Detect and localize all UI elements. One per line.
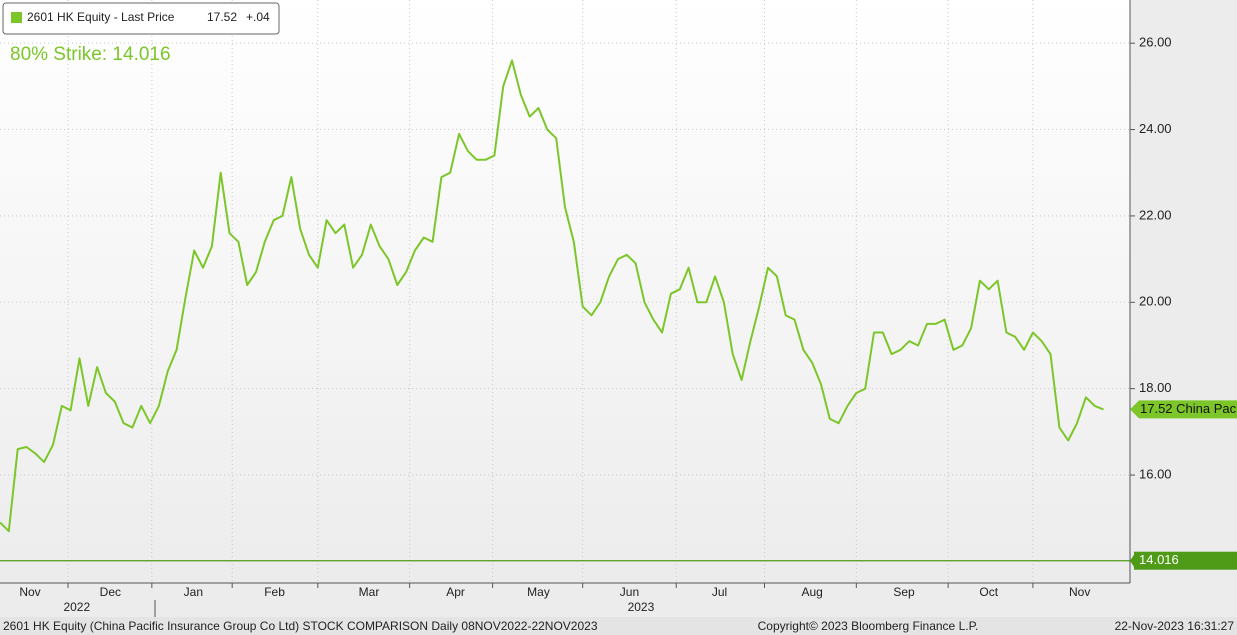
x-tick-label: Jan bbox=[184, 585, 203, 599]
x-tick-label: Jul bbox=[712, 585, 727, 599]
x-tick-label: Jun bbox=[620, 585, 639, 599]
x-tick-label: Nov bbox=[1069, 585, 1090, 599]
y-tick-label: 18.00 bbox=[1139, 380, 1172, 395]
x-axis-area bbox=[0, 583, 1130, 617]
year-label: 2023 bbox=[628, 600, 655, 614]
y-tick-label: 20.00 bbox=[1139, 294, 1172, 309]
legend-change: +.04 bbox=[246, 10, 270, 24]
year-label: 2022 bbox=[63, 600, 90, 614]
price-line bbox=[0, 59, 1104, 533]
legend-box bbox=[2, 2, 280, 35]
y-axis-area bbox=[1130, 0, 1237, 617]
x-tick-label: Feb bbox=[264, 585, 285, 599]
x-tick-label: Aug bbox=[802, 585, 823, 599]
x-tick-label: Sep bbox=[893, 585, 915, 599]
footer-center: Copyright© 2023 Bloomberg Finance L.P. bbox=[758, 619, 979, 633]
legend-last: 17.52 bbox=[207, 10, 237, 24]
plot-area bbox=[0, 0, 1130, 583]
x-tick-label: Apr bbox=[446, 585, 465, 599]
y-tick-label: 16.00 bbox=[1139, 466, 1172, 481]
footer-area bbox=[0, 617, 1237, 635]
footer-left: 2601 HK Equity (China Pacific Insurance … bbox=[3, 619, 598, 633]
legend: 2601 HK Equity - Last Price 17.52 +.04 bbox=[2, 2, 280, 35]
y-tick-label: 22.00 bbox=[1139, 207, 1172, 222]
strike-tag-arrow bbox=[1130, 551, 1136, 570]
x-tick-label: Oct bbox=[979, 585, 998, 599]
footer-right: 22-Nov-2023 16:31:27 bbox=[1115, 619, 1235, 633]
y-tick-label: 26.00 bbox=[1139, 35, 1172, 50]
strike-tag-label: 14.016 bbox=[1139, 552, 1179, 567]
legend-name: 2601 HK Equity - Last Price bbox=[27, 10, 175, 24]
x-tick-label: Nov bbox=[19, 585, 40, 599]
strike-tag bbox=[1134, 551, 1237, 570]
legend-swatch bbox=[11, 12, 22, 23]
y-tick-label: 24.00 bbox=[1139, 121, 1172, 136]
last-tag bbox=[1130, 400, 1237, 419]
x-tick-label: Dec bbox=[100, 585, 121, 599]
last-tag-label: 17.52 China Pac bbox=[1140, 401, 1237, 416]
annotation: 80% Strike: 14.016 bbox=[10, 44, 171, 65]
x-tick-label: Mar bbox=[359, 585, 380, 599]
x-tick-label: May bbox=[527, 585, 550, 599]
